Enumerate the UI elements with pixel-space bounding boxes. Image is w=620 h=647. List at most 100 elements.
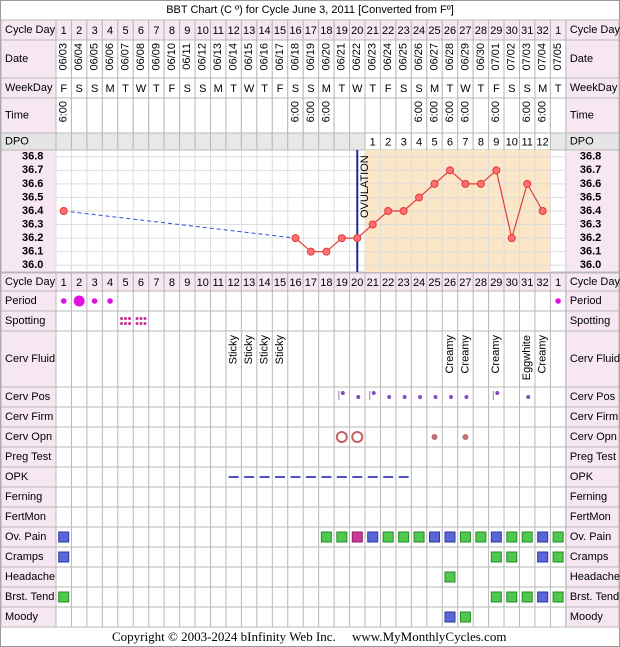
row-label: Period (570, 295, 602, 307)
row-label: Ferning (570, 491, 607, 503)
cervix-pos-dot (418, 395, 423, 399)
row-label: Cerv Pos (5, 391, 51, 403)
period-dot (555, 298, 561, 304)
temperature-point (445, 166, 454, 175)
symptom-square (459, 611, 471, 623)
cell-text: M (538, 83, 547, 95)
cell-text: 9 (184, 277, 190, 289)
cell (333, 132, 351, 151)
cell-text: 07/01 (490, 43, 502, 71)
cell-text: 06/30 (475, 43, 487, 71)
cell-text: 06/14 (228, 43, 240, 71)
cell-text: 25 (428, 25, 440, 37)
cell-text: 11 (213, 277, 224, 289)
symptom-square (552, 531, 564, 543)
cell-text: F (169, 83, 176, 95)
y-tick-label: 36.3 (22, 218, 43, 230)
cell-text: 20 (351, 277, 363, 289)
cell-text: 21 (367, 277, 379, 289)
cervix-pos-dot (356, 395, 361, 399)
symptom-square (475, 531, 487, 543)
cell-text: 29 (490, 277, 502, 289)
cell-text: 13 (243, 25, 255, 37)
symptom-square (537, 551, 549, 563)
cell-text: 6:00 (537, 101, 549, 122)
symptom-square (444, 531, 456, 543)
cell-text: 3 (92, 25, 98, 37)
temperature-point (322, 247, 331, 256)
cell-text: 10 (506, 136, 518, 148)
cell-text: 28 (475, 277, 487, 289)
cell-text: 06/20 (320, 43, 332, 71)
symptom-square (521, 531, 533, 543)
row-label: Date (570, 53, 593, 65)
cell-text: T (122, 83, 129, 95)
cell-text: 30 (506, 25, 518, 37)
row-bg (55, 290, 567, 312)
symptom-square (537, 531, 549, 543)
cell-text: S (184, 83, 191, 95)
row-label: Cerv Firm (570, 411, 618, 423)
cell (163, 132, 181, 151)
cell-text: 7 (153, 25, 159, 37)
row-bg (55, 446, 567, 468)
symptom-square (552, 551, 564, 563)
cell-text: 15 (274, 277, 286, 289)
symptom-square (490, 591, 502, 603)
symptom-square (444, 611, 456, 623)
fluid-text: Creamy (459, 335, 471, 374)
symptom-square (367, 531, 379, 543)
row-label: DPO (570, 135, 594, 147)
cell-text: 23 (398, 25, 410, 37)
cell-text: 06/03 (58, 43, 70, 71)
cell-text: 2 (76, 25, 82, 37)
cervix-pos-dot (387, 395, 392, 399)
cell-text: 06/28 (444, 43, 456, 71)
cell (70, 132, 88, 151)
row-label: Headache (570, 571, 620, 583)
cell-text: F (277, 83, 284, 95)
symptom-square (490, 551, 502, 563)
cell-text: 6:00 (413, 101, 425, 122)
cell-text: W (460, 83, 471, 95)
row-label: Spotting (5, 315, 45, 327)
cervix-dot (431, 434, 438, 440)
cell-text: 6 (138, 25, 144, 37)
cell-text: 14 (258, 277, 270, 289)
y-tick-label: 36.6 (580, 178, 601, 190)
spotting-dot (139, 322, 143, 325)
cell-text: T (447, 83, 454, 95)
site-url: www.MyMonthlyCycles.com (352, 629, 506, 644)
symptom-square (398, 531, 410, 543)
cell (256, 97, 273, 134)
y-tick-label: 36.2 (580, 232, 601, 244)
cell-text: 1 (61, 25, 67, 37)
ovulation-label: OVULATION (359, 155, 371, 218)
cell-text: M (105, 83, 114, 95)
cell (132, 97, 150, 134)
cell-text: 3 (401, 136, 407, 148)
cell-text: S (400, 83, 407, 95)
cell-text: 06/23 (367, 43, 379, 71)
cell-text: 06/29 (459, 43, 471, 71)
symptom-square (506, 551, 518, 563)
cell (179, 132, 196, 151)
cell-text: 31 (521, 277, 533, 289)
cell-text: 2 (385, 136, 391, 148)
row-label: Moody (570, 611, 604, 623)
row-label: Spotting (570, 315, 610, 327)
cell-text: 06/25 (398, 43, 410, 71)
temperature-point (337, 234, 346, 243)
row-label: Brst. Tend. (5, 591, 57, 603)
cell-text: T (338, 83, 345, 95)
cell-text: 06/12 (197, 43, 209, 71)
cell (194, 97, 212, 134)
fluid-text: Sticky (243, 335, 255, 365)
period-dot (73, 295, 85, 307)
symptom-square (58, 531, 70, 543)
cell (240, 97, 258, 134)
cell-text: S (415, 83, 422, 95)
cell-text: 31 (521, 25, 533, 37)
row-label: Cerv Fluid (570, 353, 620, 365)
